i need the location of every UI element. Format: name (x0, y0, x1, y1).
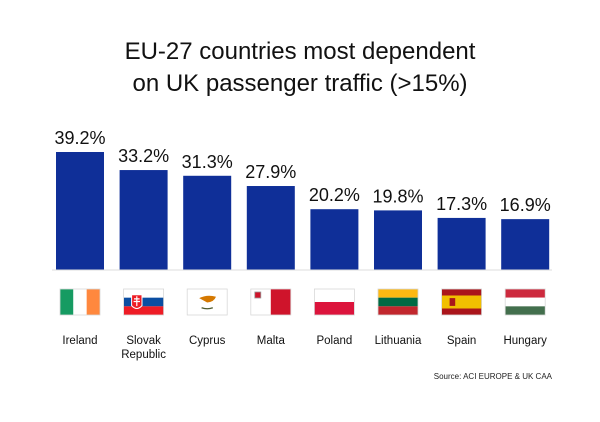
category-label: Cyprus (189, 335, 226, 347)
lithuania-flag-icon (377, 288, 419, 316)
ireland-flag-icon (59, 288, 101, 316)
bar-hungary (501, 219, 550, 270)
poland-flag-icon (313, 288, 355, 316)
value-label: 16.9% (500, 195, 551, 215)
spain-flag-icon (441, 288, 483, 316)
category-label: Slovak (126, 335, 161, 347)
slovakia-flag-icon (123, 288, 164, 316)
malta-flag-icon (250, 288, 292, 316)
category-label: Ireland (62, 335, 97, 347)
bar-slovak-republic (119, 170, 168, 270)
value-label: 17.3% (436, 194, 487, 214)
value-label: 20.2% (309, 185, 360, 205)
category-label: Poland (316, 335, 352, 347)
bar-malta (246, 186, 295, 270)
value-label: 31.3% (182, 152, 233, 172)
category-label: Spain (447, 335, 476, 347)
bars-group: 39.2% 33.2% 31.3% 27.9% 20.2% 19.8% 17.3% 16.9% (54, 128, 551, 270)
chart-title-line-2: on UK passenger traffic (>15%) (132, 70, 468, 97)
bar-ireland (56, 152, 104, 270)
bar-lithuania (374, 210, 422, 270)
bar-cyprus (183, 175, 232, 270)
bar-poland (310, 209, 359, 270)
category-label: Republic (121, 349, 166, 361)
category-label: Hungary (503, 335, 547, 347)
value-label: 27.9% (245, 162, 296, 182)
cyprus-flag-icon (186, 288, 228, 316)
hungary-flag-icon (504, 288, 546, 316)
category-labels-group: Ireland Slovak Republic Cyprus Malta Poland Li… (62, 335, 547, 361)
category-label: Malta (257, 335, 286, 347)
value-label: 19.8% (372, 186, 423, 206)
bar-spain (437, 217, 486, 270)
flags-group (59, 288, 546, 316)
chart-title-line-1: EU-27 countries most dependent (124, 38, 476, 65)
value-label: 39.2% (54, 128, 105, 148)
source-note: Source: ACI EUROPE & UK CAA (433, 372, 552, 381)
chart-title: EU-27 countries most dependent on UK pas… (0, 36, 600, 100)
category-label: Lithuania (375, 335, 422, 347)
value-label: 33.2% (118, 146, 169, 166)
